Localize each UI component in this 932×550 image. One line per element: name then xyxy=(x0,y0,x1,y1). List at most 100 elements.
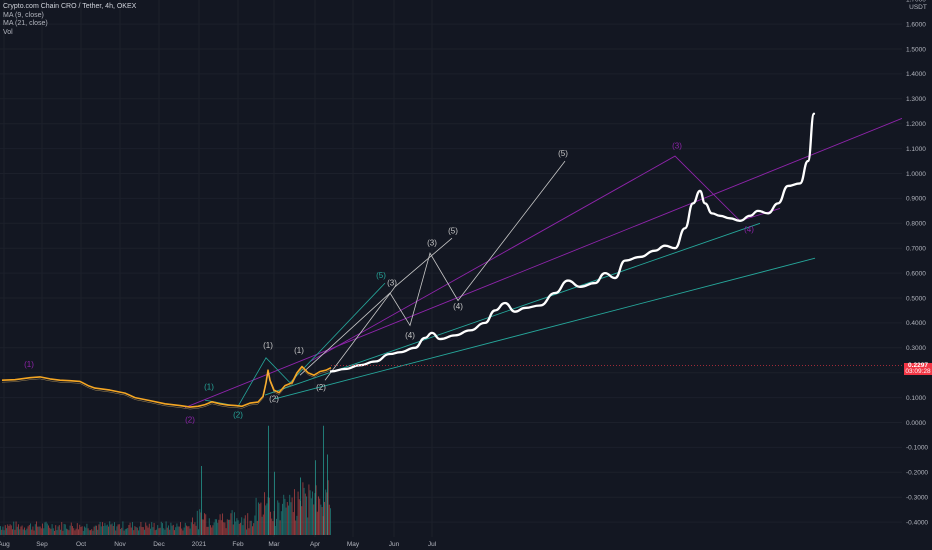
volume-bar xyxy=(328,504,330,535)
volume-bar xyxy=(250,520,252,535)
wave-label: (1) xyxy=(204,382,214,391)
wave-label: (3) xyxy=(387,279,397,288)
volume-bar xyxy=(52,528,54,535)
volume-bar xyxy=(177,526,179,535)
current-price-timer: 03:09:28 xyxy=(905,368,931,375)
ma-line xyxy=(1,368,332,410)
volume-bar xyxy=(259,503,261,535)
volume-bar xyxy=(316,511,318,535)
volume-bar xyxy=(255,497,257,535)
volume-bar xyxy=(230,513,232,535)
volume-bar xyxy=(158,528,160,535)
price-tick-label: 0.6000 xyxy=(906,270,926,277)
volume-bar xyxy=(235,521,237,535)
volume-bar xyxy=(154,530,156,535)
volume-bar xyxy=(3,530,5,535)
price-tick-label: -0.2000 xyxy=(906,470,928,477)
white-wave-lines xyxy=(299,160,566,376)
volume-bar xyxy=(226,519,228,535)
wave-label: (1) xyxy=(24,360,34,369)
volume-bar xyxy=(46,523,48,535)
volume-bar xyxy=(78,529,79,535)
wave-label: (5) xyxy=(448,226,458,235)
volume-bar xyxy=(282,503,283,535)
volume-bar xyxy=(111,523,113,535)
volume-bar xyxy=(183,527,185,535)
volume-bar xyxy=(15,521,17,535)
wave-label: (2) xyxy=(316,383,326,392)
volume-bar xyxy=(39,526,41,535)
teal-trend-lower xyxy=(274,257,816,400)
volume-bar xyxy=(165,521,167,535)
volume-bar xyxy=(49,527,51,535)
volume-bar xyxy=(94,525,96,535)
volume-bar xyxy=(81,526,83,535)
price-tick-label: -0.3000 xyxy=(906,495,928,502)
volume-bar xyxy=(201,519,203,535)
wave-label: (2) xyxy=(233,411,243,420)
volume-bar xyxy=(210,525,211,535)
volume-bar xyxy=(1,529,3,535)
volume-bar xyxy=(285,507,287,535)
volume-bar xyxy=(123,530,125,535)
volume-bar xyxy=(87,528,89,535)
volume-bar xyxy=(12,529,13,535)
volume-bar xyxy=(98,524,100,535)
price-tick-label: 1.3000 xyxy=(906,96,926,103)
volume-bar xyxy=(42,523,43,535)
time-tick-label: 2021 xyxy=(192,541,207,548)
volume-bar xyxy=(168,525,169,535)
volume-bar xyxy=(211,527,213,535)
volume-bar xyxy=(312,491,313,535)
volume-bar xyxy=(142,527,144,535)
volume-bar xyxy=(96,525,97,535)
volume-bar xyxy=(140,521,142,535)
volume-bar xyxy=(31,529,33,535)
price-tick-label: 1.2000 xyxy=(906,121,926,128)
volume-bar xyxy=(256,520,258,535)
price-tick-label: 0.8000 xyxy=(906,221,926,228)
price-tick-label: -0.1000 xyxy=(906,445,928,452)
price-axis: 1.7000 1.6000 1.5000 1.4000 1.3000 1.2000 1.10… xyxy=(902,0,932,550)
time-tick-label: Oct xyxy=(76,541,86,548)
volume-bar xyxy=(223,522,225,535)
time-tick-label: Feb xyxy=(232,541,244,548)
volume-bar xyxy=(8,526,10,535)
volume-bar xyxy=(224,522,226,535)
volume-bar xyxy=(303,487,305,535)
volume-bar xyxy=(260,502,262,535)
legend-title: Crypto.com Chain CRO / Tether, 4h, OKEX xyxy=(3,3,137,10)
volume-bar xyxy=(313,504,315,535)
volume-bar xyxy=(163,528,165,535)
volume-bar xyxy=(324,501,325,535)
volume-bar xyxy=(172,524,174,535)
volume-bar xyxy=(30,523,31,535)
volume-bar xyxy=(160,521,162,535)
volume-bar xyxy=(294,489,295,535)
volume-bar xyxy=(90,530,91,535)
currency-label: USDT xyxy=(909,4,927,11)
volume-bar xyxy=(178,526,180,535)
price-tick-label: 1.6000 xyxy=(906,21,926,28)
volume-bar xyxy=(16,526,18,535)
volume-bar xyxy=(188,526,190,535)
current-price-badge: 0.2297 03:09:28 xyxy=(904,362,932,375)
price-tick-label: 1.1000 xyxy=(906,146,926,153)
volume-bar xyxy=(174,530,175,535)
legend-ma9: MA (9, close) xyxy=(3,11,44,19)
volume-bar xyxy=(72,526,73,535)
volume-bar xyxy=(93,526,95,535)
volume-bar xyxy=(10,525,12,535)
volume-bar xyxy=(156,529,157,535)
volume-bar xyxy=(261,516,263,535)
volume-bar xyxy=(33,530,35,535)
volume-bar xyxy=(222,513,223,535)
volume-bar xyxy=(187,526,189,535)
wave-label: (2) xyxy=(269,394,279,403)
volume-bar xyxy=(100,526,102,535)
volume-bar xyxy=(60,529,61,535)
projection-line xyxy=(329,112,816,373)
volume-bar xyxy=(152,527,154,535)
volume-bar xyxy=(80,526,82,535)
